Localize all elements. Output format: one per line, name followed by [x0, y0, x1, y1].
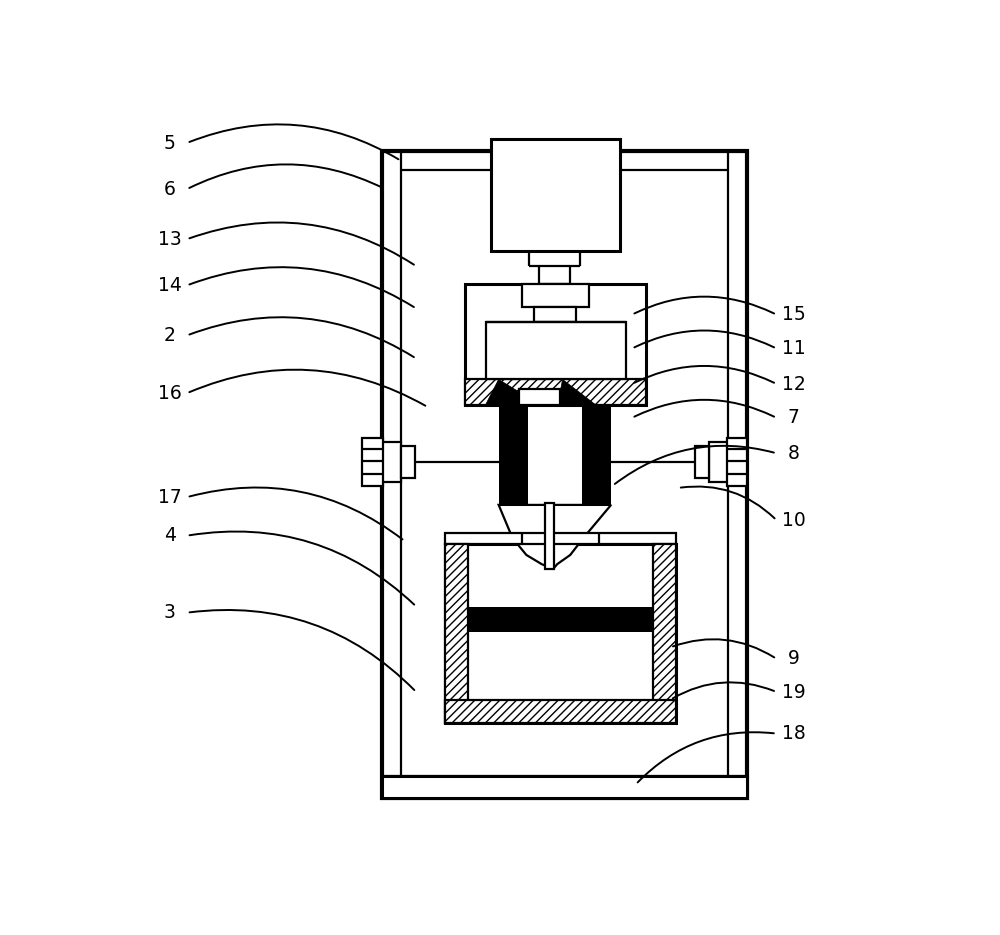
Text: 8: 8 [788, 444, 799, 463]
Polygon shape [501, 507, 609, 566]
Bar [445, 544, 676, 723]
Bar [695, 446, 709, 478]
Polygon shape [486, 380, 519, 405]
Polygon shape [560, 380, 596, 405]
Bar [522, 284, 589, 307]
Text: 7: 7 [788, 409, 799, 427]
Text: 9: 9 [788, 650, 799, 669]
Text: 14: 14 [158, 276, 182, 295]
Bar [465, 380, 646, 405]
Bar [382, 776, 747, 798]
Bar [445, 533, 676, 544]
Text: 6: 6 [164, 180, 176, 199]
Bar [491, 139, 620, 251]
Bar [519, 389, 560, 405]
Text: 4: 4 [164, 526, 176, 545]
Bar [709, 441, 728, 482]
Text: 5: 5 [164, 134, 176, 152]
Bar [499, 405, 528, 505]
Text: 11: 11 [782, 339, 805, 358]
Text: 18: 18 [782, 724, 805, 743]
Bar [653, 544, 676, 723]
Bar [382, 441, 401, 482]
Text: 10: 10 [782, 511, 805, 530]
Text: 15: 15 [782, 305, 805, 324]
Text: 16: 16 [158, 383, 182, 403]
Bar [362, 438, 383, 485]
Bar [486, 323, 626, 380]
Bar [727, 438, 747, 485]
Bar [468, 608, 653, 632]
Bar [382, 151, 747, 798]
Text: 12: 12 [782, 375, 805, 394]
Polygon shape [499, 505, 611, 568]
Bar [445, 699, 676, 723]
Bar [534, 307, 576, 323]
Bar [465, 284, 646, 405]
Text: 13: 13 [158, 230, 182, 249]
Text: 17: 17 [158, 488, 182, 507]
Text: 2: 2 [164, 326, 176, 345]
Bar [582, 405, 611, 505]
Bar [445, 544, 468, 723]
Text: 3: 3 [164, 603, 176, 622]
Bar [545, 503, 554, 568]
Text: 19: 19 [782, 683, 805, 701]
Bar [401, 446, 415, 478]
